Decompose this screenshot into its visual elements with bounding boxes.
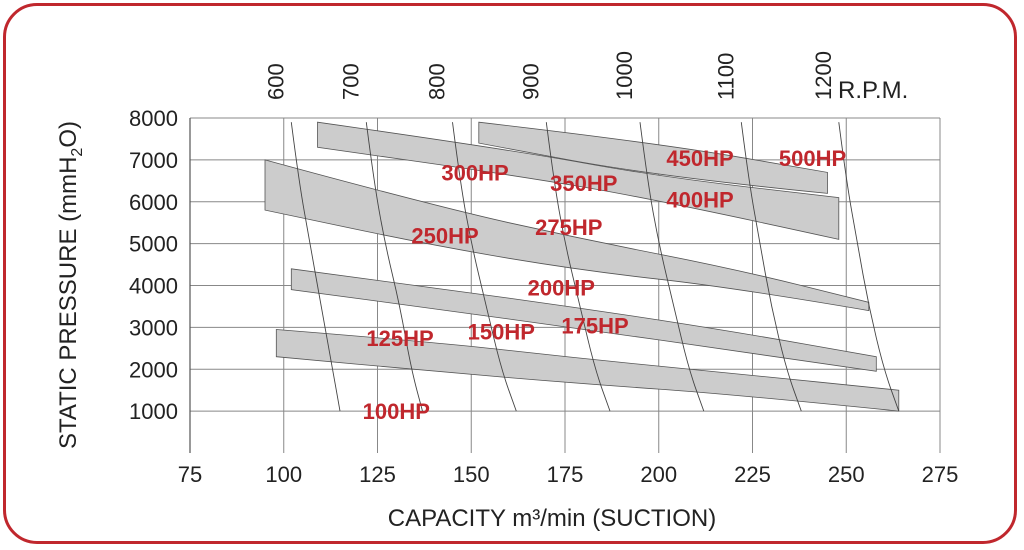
x-tick-label: 250 — [828, 462, 865, 487]
hp-label: 150HP — [468, 320, 535, 345]
rpm-tick-label: 800 — [425, 63, 450, 100]
rpm-curve — [452, 122, 517, 412]
y-tick-label: 6000 — [129, 190, 178, 215]
rpm-tick-label: 1100 — [713, 53, 738, 100]
y-tick-label: 4000 — [129, 274, 178, 299]
y-axis-title: STATIC PRESSURE (mmH2O) — [55, 121, 86, 449]
hp-label: 100HP — [363, 399, 430, 424]
performance-bands — [264, 121, 900, 412]
y-tick-label: 2000 — [129, 357, 178, 382]
x-tick-label: 100 — [265, 462, 302, 487]
rpm-curves — [290, 122, 900, 412]
rpm-tick-label: 600 — [263, 63, 288, 100]
y-tick-label: 1000 — [129, 399, 178, 424]
rpm-tick-label: 900 — [518, 63, 543, 100]
performance-band — [264, 159, 870, 312]
hp-label: 300HP — [441, 160, 508, 185]
hp-label: 250HP — [411, 223, 478, 248]
x-tick-label: 275 — [922, 462, 959, 487]
x-tick-label: 150 — [453, 462, 490, 487]
x-tick-label: 225 — [734, 462, 771, 487]
rpm-tick-label: 700 — [338, 63, 363, 100]
y-tick-label: 8000 — [129, 106, 178, 131]
y-axis-title-tail: O) — [55, 121, 82, 148]
hp-label: 175HP — [561, 313, 628, 338]
hp-label: 500HP — [779, 146, 846, 171]
rpm-tick-label: 1000 — [612, 51, 637, 100]
performance-band — [290, 268, 877, 372]
y-tick-labels: 1000 2000 3000 4000 5000 6000 7000 8000 — [129, 106, 178, 424]
rpm-curve — [290, 122, 341, 412]
rpm-curve — [838, 122, 900, 412]
x-tick-labels: 75 100 125 150 175 200 225 250 275 — [178, 462, 959, 487]
hp-label: 450HP — [666, 146, 733, 171]
rpm-curve — [639, 122, 705, 412]
rpm-curve — [740, 122, 802, 412]
y-axis-title-main: STATIC PRESSURE (mmH — [55, 157, 82, 449]
hp-label: 125HP — [366, 326, 433, 351]
x-tick-label: 75 — [178, 462, 202, 487]
rpm-curve — [545, 122, 611, 412]
hp-label: 400HP — [666, 188, 733, 213]
performance-band — [317, 121, 840, 240]
hp-label: 275HP — [535, 215, 602, 240]
rpm-tick-labels: 600 700 800 900 1000 1100 1200 — [263, 51, 836, 100]
y-axis-title-subscript: 2 — [69, 148, 86, 157]
hp-labels: 100HP 125HP 150HP 175HP 200HP 250HP 275HP 300HP… — [363, 146, 847, 424]
y-tick-label: 5000 — [129, 232, 178, 257]
hp-label: 200HP — [528, 276, 595, 301]
rpm-tick-label: 1200 — [811, 51, 836, 100]
rpm-axis-title: R.P.M. — [838, 77, 908, 104]
performance-band — [478, 121, 828, 194]
x-tick-label: 125 — [359, 462, 396, 487]
x-tick-label: 175 — [547, 462, 584, 487]
x-tick-label: 200 — [640, 462, 677, 487]
x-axis-title: CAPACITY m³/min (SUCTION) — [388, 505, 716, 532]
y-tick-label: 3000 — [129, 315, 178, 340]
hp-label: 350HP — [550, 171, 617, 196]
rpm-curve — [365, 122, 423, 412]
y-tick-label: 7000 — [129, 148, 178, 173]
